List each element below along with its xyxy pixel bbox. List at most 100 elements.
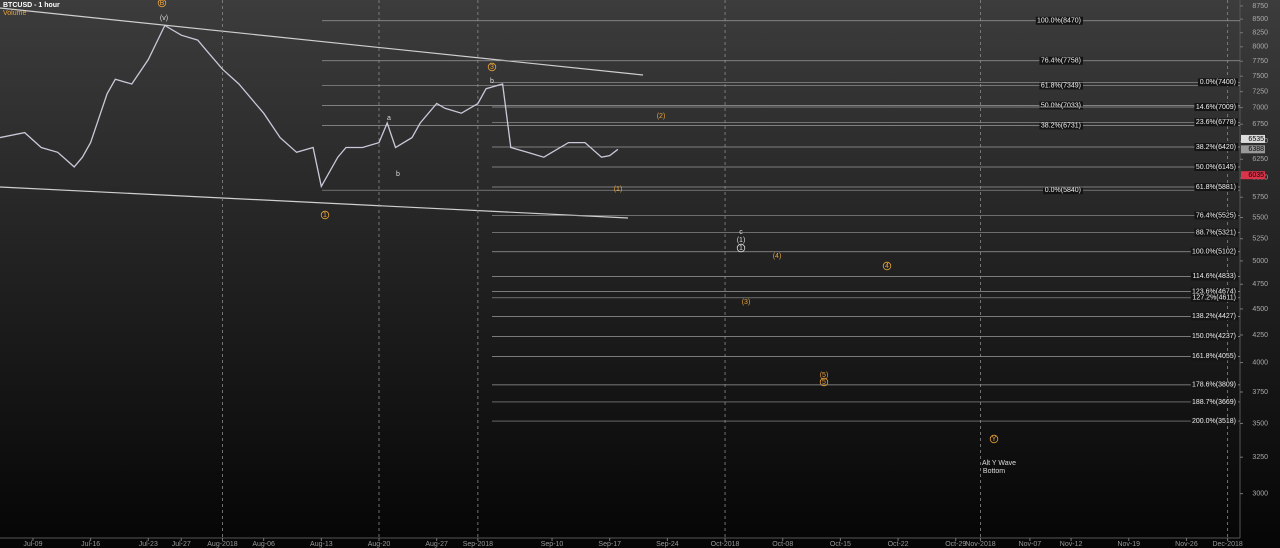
price-tag [1241,171,1265,180]
wave-circle [487,62,497,72]
fib-label-box [1039,81,1083,90]
x-tick-label: Aug-06 [252,541,275,548]
fib-label: 61.8%(7349) [1041,82,1081,89]
fib-label-box [1190,380,1238,389]
trendline [0,7,644,76]
x-tick-label: Oct-2018 [711,541,740,548]
y-tick-label: 4000 [1252,359,1268,366]
wave-circle [882,261,892,271]
x-tick-label: Nov-07 [1019,541,1042,548]
x-tick-label: Oct-15 [830,541,851,548]
y-tick-label: 7250 [1252,88,1268,95]
fib-label: 150.0%(4237) [1192,333,1236,340]
fib-label: 200.0%(3518) [1192,418,1236,425]
y-tick-label: 7750 [1252,58,1268,65]
fib-label: 76.4%(7758) [1041,58,1081,65]
price-tag [1241,134,1265,143]
price-tag-label: 6035 [1248,172,1264,179]
wave-label: (3) [742,299,751,306]
fib-label: 127.2%(4611) [1193,295,1236,302]
fib-label: 0.0%(7400) [1200,79,1236,86]
fib-label-box [1190,287,1238,296]
y-tick-label: 5000 [1252,258,1268,265]
fib-label: 76.4%(5525) [1196,212,1236,219]
y-tick-label: 3500 [1252,420,1268,427]
price-tag [1241,145,1265,154]
x-tick-label: Aug-2018 [207,541,237,548]
fib-label: 114.6%(4833) [1193,273,1236,280]
fib-label-box [1194,103,1238,112]
wave-label: c [739,229,743,236]
wave-label: Alt Y Wave [982,460,1016,467]
wave-circle [736,243,746,253]
fib-label: 0.0%(5840) [1045,187,1081,194]
fib-label-box [1190,417,1238,426]
y-tick-label: 6750 [1252,121,1268,128]
price-line [0,24,619,189]
fib-label-box [1190,312,1238,321]
y-tick-label: 4250 [1252,332,1268,339]
fib-label-box [1039,101,1083,110]
y-tick-label: 3250 [1252,454,1268,461]
y-tick-label: 7500 [1252,73,1268,80]
fib-label: 38.2%(6731) [1041,122,1081,129]
fib-label: 38.2%(6420) [1196,144,1236,151]
wave-label: (2) [657,113,666,120]
y-tick-label: 8750 [1252,3,1268,10]
fib-label-box [1035,16,1083,25]
wave-label: 1 [323,212,327,219]
chart-subtitle: Volume [3,10,26,17]
x-tick-label: Aug-20 [368,541,391,548]
x-tick-label: Sep-10 [541,541,564,548]
wave-label: b [490,78,494,85]
wave-label: b [396,171,400,178]
wave-circle [320,210,330,220]
fib-label-box [1190,293,1238,302]
y-tick-label: 4750 [1252,281,1268,288]
fib-label-box [1190,272,1238,281]
y-tick-label: 5250 [1252,236,1268,243]
y-tick-label: 5750 [1252,194,1268,201]
y-tick-label: 8000 [1252,44,1268,51]
x-tick-label: Nov-19 [1117,541,1140,548]
fib-label: 178.6%(3809) [1192,382,1236,389]
y-tick-label: 7000 [1252,104,1268,111]
fib-label: 138.2%(4427) [1192,313,1236,320]
fib-label-box [1194,143,1238,152]
fib-label: 123.6%(4674) [1192,288,1236,295]
wave-label: Bottom [983,468,1005,475]
fib-label: 50.0%(6145) [1196,164,1236,171]
y-tick-label: 4500 [1252,306,1268,313]
wave-label: Y [992,436,997,443]
wave-circle [819,377,829,387]
fib-label-box [1043,186,1083,195]
x-tick-label: Jul-09 [23,541,42,548]
fib-label-box [1039,121,1083,130]
x-tick-label: Jul-23 [139,541,158,548]
y-tick-label: 6250 [1252,156,1268,163]
y-tick-label: 8250 [1252,30,1268,37]
fib-label: 188.7%(3669) [1192,399,1236,406]
x-tick-label: Oct-22 [888,541,909,548]
fib-label-box [1194,162,1238,171]
fib-label-box [1194,118,1238,127]
fib-label: 14.6%(7009) [1196,104,1236,111]
x-tick-label: Nov-12 [1060,541,1083,548]
y-tick-label: 3000 [1252,491,1268,498]
fib-label-box [1190,247,1238,256]
wave-label: B [160,0,165,7]
fib-label-box [1039,56,1083,65]
fib-label: 100.0%(5102) [1192,249,1236,256]
trendline [0,186,629,219]
fib-label-box [1198,78,1238,87]
x-tick-label: Nov-26 [1175,541,1198,548]
y-tick-label: 3750 [1252,389,1268,396]
chart-title: BTCUSD - 1 hour [3,2,60,9]
x-tick-label: Sep-2018 [463,541,493,548]
fib-label: 23.6%(6778) [1196,119,1236,126]
wave-label: (1) [614,186,623,193]
x-tick-label: Oct-08 [772,541,793,548]
fib-label-box [1190,332,1238,341]
